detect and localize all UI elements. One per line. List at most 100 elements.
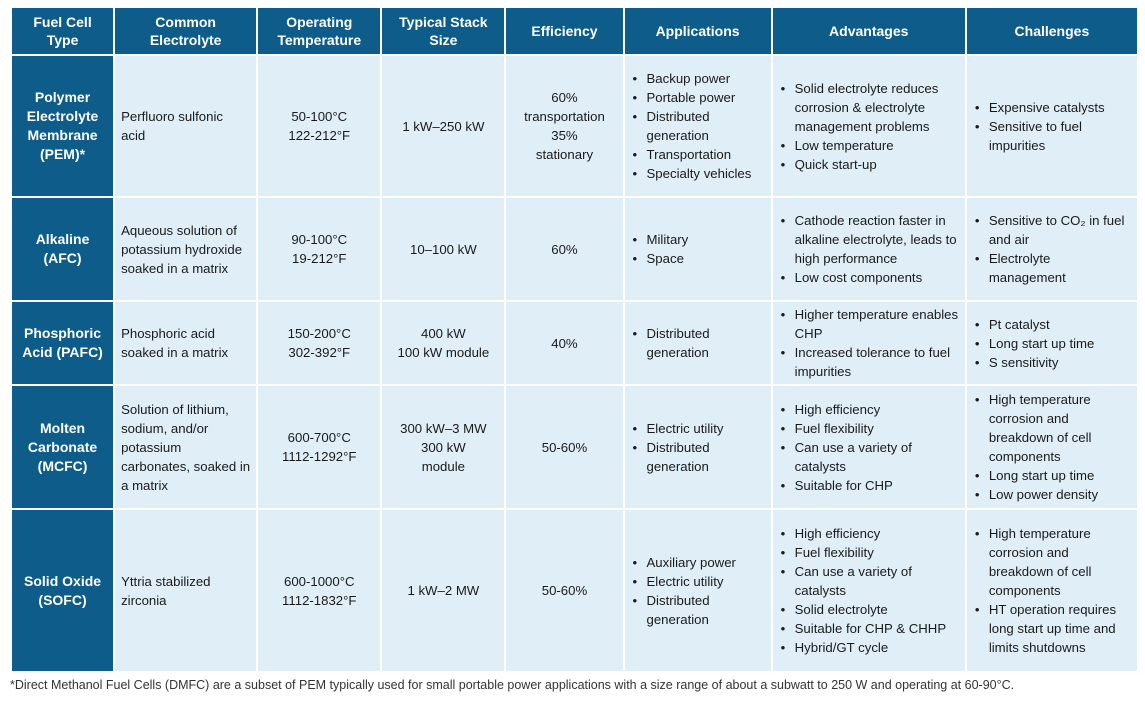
temp-celsius: 50-100°C [291, 109, 348, 124]
stack-size-cell: 400 kW 100 kW module [382, 302, 505, 384]
bullet-list: Expensive catalysts Sensitive to fuel im… [973, 98, 1131, 155]
header-cell: Applications [624, 8, 771, 54]
bullet-list: Backup power Portable power Distributed … [631, 69, 765, 183]
list-item: Distributed generation [631, 107, 765, 145]
list-item: Electric utility [631, 572, 765, 591]
list-item: Cathode reaction faster in alkaline elec… [779, 211, 959, 268]
bullet-list: Auxiliary power Electric utility Distrib… [631, 553, 765, 629]
stack-line: 400 kW [421, 326, 466, 341]
header-cell: Advantages [772, 8, 965, 54]
efficiency-cell: 60% [506, 198, 623, 300]
header-cell: Challenges [966, 8, 1137, 54]
list-item: High temperature corrosion and breakdown… [973, 524, 1131, 600]
fuel-cell-type: Molten Carbonate (MCFC) [12, 386, 114, 508]
stack-line: 300 kW–3 MW [400, 420, 487, 436]
list-item: Distributed generation [631, 591, 765, 629]
efficiency-cell: 50-60% [506, 510, 623, 671]
bullet-list: Cathode reaction faster in alkaline elec… [779, 211, 959, 287]
bullet-list: Solid electrolyte reduces corrosion & el… [779, 79, 959, 174]
list-item: Low cost components [779, 268, 959, 287]
electrolyte-cell: Yttria stabilized zirconia [115, 510, 257, 671]
temperature-cell: 600-700°C 1112-1292°F [258, 386, 381, 508]
list-item: Electrolyte management [973, 249, 1131, 287]
efficiency-line: 60% [551, 90, 578, 105]
temp-celsius: 600-1000°C [283, 573, 355, 589]
applications-cell: Auxiliary power Electric utility Distrib… [624, 510, 771, 671]
challenges-cell: Sensitive to CO₂ in fuel and air Electro… [966, 198, 1137, 300]
fuel-cell-type: Polymer Electrolyte Membrane (PEM)* [12, 56, 114, 196]
applications-cell: Distributed generation [624, 302, 771, 384]
list-item: Can use a variety of catalysts [779, 438, 959, 476]
electrolyte-cell: Phosphoric acid soaked in a matrix [115, 302, 257, 384]
table-row: Alkaline (AFC) Aqueous solution of potas… [12, 198, 1137, 300]
list-item: Low power density [973, 485, 1131, 504]
electrolyte-cell: Perfluoro sulfonic acid [115, 56, 257, 196]
efficiency-line: 50-60% [541, 583, 588, 598]
efficiency-cell: 60% transportation 35% stationary [506, 56, 623, 196]
challenges-cell: Expensive catalysts Sensitive to fuel im… [966, 56, 1137, 196]
stack-line: 1 kW–2 MW [407, 583, 480, 598]
bullet-list: Pt catalyst Long start up time S sensiti… [973, 315, 1131, 372]
temp-fahrenheit: 302-392°F [288, 345, 351, 360]
table-row: Molten Carbonate (MCFC) Solution of lith… [12, 386, 1137, 508]
applications-cell: Electric utility Distributed generation [624, 386, 771, 508]
list-item: Auxiliary power [631, 553, 765, 572]
list-item: Can use a variety of catalysts [779, 562, 959, 600]
table-row: Polymer Electrolyte Membrane (PEM)* Perf… [12, 56, 1137, 196]
temp-fahrenheit: 122-212°F [288, 128, 351, 143]
efficiency-line: 40% [551, 335, 578, 351]
list-item: Suitable for CHP [779, 476, 959, 495]
temp-celsius: 150-200°C [287, 326, 351, 341]
header-row: Fuel Cell Type Common Electrolyte Operat… [12, 8, 1137, 54]
bullet-list: High efficiency Fuel flexibility Can use… [779, 400, 959, 495]
list-item: S sensitivity [973, 353, 1131, 372]
temperature-cell: 150-200°C 302-392°F [258, 302, 381, 384]
list-item: Distributed generation [631, 324, 765, 362]
temp-fahrenheit: 19-212°F [292, 251, 347, 266]
footnote: *Direct Methanol Fuel Cells (DMFC) are a… [10, 678, 1015, 692]
bullet-list: High temperature corrosion and breakdown… [973, 390, 1131, 504]
list-item: HT operation requires long start up time… [973, 600, 1131, 657]
advantages-cell: High efficiency Fuel flexibility Can use… [772, 386, 965, 508]
bullet-list: Distributed generation [631, 324, 765, 362]
efficiency-cell: 40% [506, 302, 623, 384]
list-item: Fuel flexibility [779, 543, 959, 562]
header-cell: Common Electrolyte [115, 8, 257, 54]
advantages-cell: Higher temperature enables CHP Increased… [772, 302, 965, 384]
list-item: Long start up time [973, 334, 1131, 353]
advantages-cell: High efficiency Fuel flexibility Can use… [772, 510, 965, 671]
advantages-cell: Cathode reaction faster in alkaline elec… [772, 198, 965, 300]
list-item: Long start up time [973, 466, 1131, 485]
fuel-cell-type: Solid Oxide (SOFC) [12, 510, 114, 671]
stack-line: module [421, 458, 465, 474]
bullet-list: Sensitive to CO₂ in fuel and air Electro… [973, 211, 1131, 287]
stack-size-cell: 10–100 kW [382, 198, 505, 300]
list-item: Hybrid/GT cycle [779, 638, 959, 657]
list-item: Sensitive to fuel impurities [973, 117, 1131, 155]
stack-line: 1 kW–250 kW [402, 118, 485, 134]
electrolyte-cell: Solution of lithium, sodium, and/or pota… [115, 386, 257, 508]
stack-line: 300 kW [421, 439, 466, 455]
stack-line: 10–100 kW [410, 241, 477, 257]
list-item: Fuel flexibility [779, 419, 959, 438]
challenges-cell: High temperature corrosion and breakdown… [966, 510, 1137, 671]
advantages-cell: Solid electrolyte reduces corrosion & el… [772, 56, 965, 196]
efficiency-line: 50-60% [541, 439, 588, 455]
header-cell: Operating Temperature [258, 8, 381, 54]
efficiency-line: transportation [524, 109, 605, 124]
bullet-list: Higher temperature enables CHP Increased… [779, 305, 959, 381]
temp-celsius: 600-700°C [287, 430, 351, 445]
list-item: Pt catalyst [973, 315, 1131, 334]
electrolyte-cell: Aqueous solution of potassium hydroxide … [115, 198, 257, 300]
list-item: Backup power [631, 69, 765, 88]
list-item: High efficiency [779, 400, 959, 419]
temp-fahrenheit: 1112-1292°F [282, 449, 357, 464]
stack-line: 100 kW module [397, 345, 490, 360]
stack-size-cell: 1 kW–2 MW [382, 510, 505, 671]
header-cell: Typical Stack Size [382, 8, 505, 54]
list-item: Quick start-up [779, 155, 959, 174]
list-item: Space [631, 249, 765, 268]
efficiency-line: stationary [535, 147, 594, 162]
stack-size-cell: 1 kW–250 kW [382, 56, 505, 196]
efficiency-line: 60% [551, 241, 578, 257]
